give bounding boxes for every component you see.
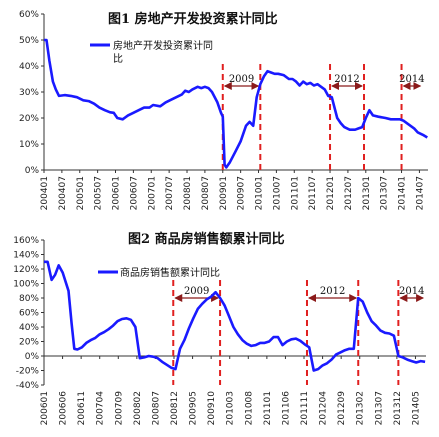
x-tick-label: 200907 xyxy=(237,176,247,210)
x-tick-label: 200905 xyxy=(189,391,199,425)
x-tick-label: 201312 xyxy=(393,391,403,425)
y-tick-label: 140% xyxy=(13,251,39,261)
x-tick-label: 200606 xyxy=(59,391,69,426)
chart-2: 图2 商品房销售额累计同比 商品房销售额累计同比 160% 140% 120% 100… xyxy=(13,231,426,425)
x-tick-label: 201207 xyxy=(344,176,354,210)
x-tick-label: 200401 xyxy=(40,176,50,210)
x-tick-label: 200709 xyxy=(114,391,124,426)
x-tick-label: 201204 xyxy=(319,391,329,426)
x-tick-label: 200501 xyxy=(76,176,86,210)
x-tick-label: 201407 xyxy=(415,176,425,210)
y-tick-label: 30% xyxy=(19,88,39,98)
chart-2-annotations: 2009 2012 2014 xyxy=(172,280,424,385)
y-tick-label: 120% xyxy=(13,265,39,275)
x-tick-label: 201101 xyxy=(290,176,300,210)
chart-2-y-axis: 160% 140% 120% 100% 80% 60% 40% 20% 0% -20% -40% xyxy=(13,236,45,391)
y-tick-label: 60% xyxy=(19,10,39,20)
x-tick-label: 201107 xyxy=(308,176,318,210)
y-tick-label: 100% xyxy=(13,280,39,290)
y-tick-label: 60% xyxy=(19,309,39,319)
x-tick-label: 201209 xyxy=(337,391,347,426)
x-tick-label: 201003 xyxy=(226,391,236,425)
x-tick-label: 201007 xyxy=(272,176,282,210)
x-tick-label: 200611 xyxy=(77,391,87,425)
x-tick-label: 201101 xyxy=(263,391,273,425)
x-tick-label: 200407 xyxy=(58,176,68,210)
chart-1-legend-line-1: 房地产开发投资累计同 xyxy=(113,39,213,52)
period-label: 2014 xyxy=(399,286,424,297)
y-tick-label: 20% xyxy=(19,114,39,124)
chart-2-x-axis: 200601 200606 200611 200704 200709 200802 2008… xyxy=(40,355,426,426)
period-label: 2014 xyxy=(399,74,424,85)
chart-2-legend-line-1: 商品房销售额累计同比 xyxy=(120,266,220,279)
x-tick-label: 200812 xyxy=(170,391,180,425)
x-tick-label: 200910 xyxy=(207,391,217,426)
x-tick-label: 200601 xyxy=(40,391,50,425)
period-label: 2009 xyxy=(184,286,209,297)
chart-1-legend-line-2: 比 xyxy=(113,53,123,65)
x-tick-label: 200801 xyxy=(183,176,193,210)
x-tick-label: 200901 xyxy=(219,176,229,210)
chart-2-series xyxy=(44,260,426,372)
period-label: 2012 xyxy=(320,286,345,297)
x-tick-label: 200807 xyxy=(201,176,211,210)
y-tick-label: 40% xyxy=(19,62,39,72)
x-tick-label: 201307 xyxy=(374,391,384,425)
y-tick-label: -20% xyxy=(16,367,40,377)
x-tick-label: 200601 xyxy=(112,176,122,210)
x-tick-label: 201301 xyxy=(362,176,372,210)
y-tick-label: 160% xyxy=(13,236,39,246)
x-tick-label: 201008 xyxy=(244,391,254,426)
x-tick-label: 200704 xyxy=(96,391,106,426)
x-tick-label: 200701 xyxy=(147,176,157,210)
period-label: 2012 xyxy=(334,74,359,85)
chart-1: 图1 房地产开发投资累计同比 房地产开发投资累计同 比 60% 50% 40% 30%… xyxy=(19,10,428,210)
y-tick-label: 0% xyxy=(25,352,40,362)
x-tick-label: 200707 xyxy=(165,176,175,210)
x-tick-label: 201201 xyxy=(326,176,336,210)
x-tick-label: 201307 xyxy=(380,176,390,210)
y-tick-label: 10% xyxy=(19,140,39,150)
x-tick-label: 201001 xyxy=(255,176,265,210)
y-tick-label: -40% xyxy=(16,381,40,391)
x-tick-label: 201405 xyxy=(411,391,421,425)
x-tick-label: 201111 xyxy=(300,391,310,425)
x-tick-label: 201302 xyxy=(356,391,366,425)
y-tick-label: 40% xyxy=(19,323,39,333)
chart-1-x-axis: 200401 200407 200501 200507 200601 200607 2007… xyxy=(40,169,428,210)
chart-1-y-axis: 60% 50% 40% 30% 20% 10% 0% xyxy=(19,10,45,176)
y-tick-label: 20% xyxy=(19,338,39,348)
x-tick-label: 200802 xyxy=(133,391,143,425)
y-tick-label: 80% xyxy=(19,294,39,304)
x-tick-label: 200507 xyxy=(94,176,104,210)
chart-1-title: 图1 房地产开发投资累计同比 xyxy=(108,11,278,27)
series-line xyxy=(44,260,426,372)
series-line xyxy=(44,38,428,169)
x-tick-label: 200607 xyxy=(129,176,139,210)
chart-2-title: 图2 商品房销售额累计同比 xyxy=(128,231,285,247)
y-tick-label: 0% xyxy=(25,166,40,176)
x-tick-label: 201106 xyxy=(281,391,291,426)
period-label: 2009 xyxy=(229,74,254,85)
chart-1-series xyxy=(44,38,428,169)
y-tick-label: 50% xyxy=(19,36,39,46)
x-tick-label: 200807 xyxy=(151,391,161,425)
x-tick-label: 201401 xyxy=(398,176,408,210)
